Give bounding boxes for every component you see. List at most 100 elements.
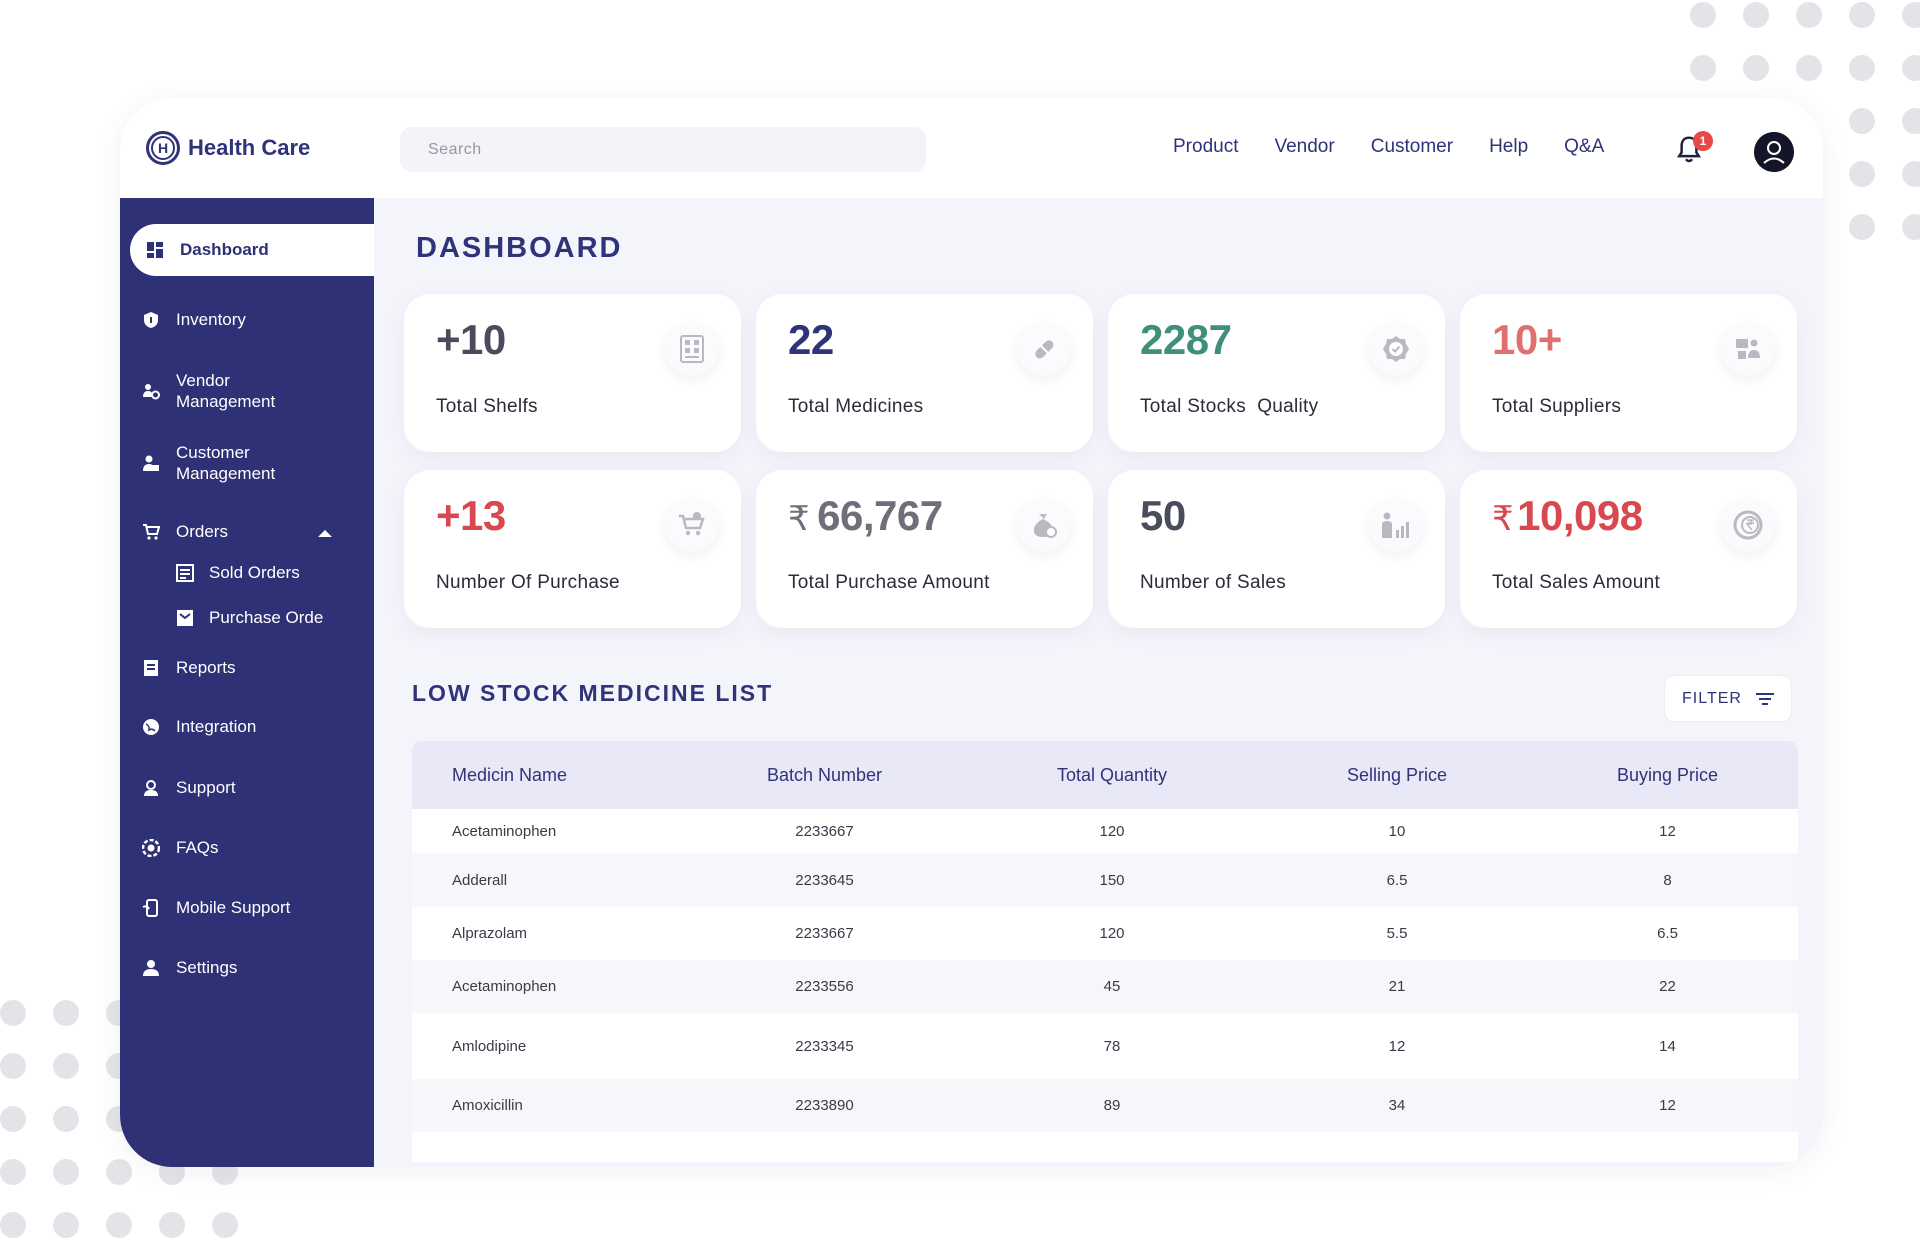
column-header-batch-number[interactable]: Batch Number [766,764,883,785]
cell-medicine-name: Adderall [452,871,508,889]
top-nav: Product Vendor Customer Help Q&A [1173,136,1604,158]
stat-card-total-suppliers[interactable]: 10+ Total Suppliers [1460,294,1797,452]
notification-badge: 1 [1693,131,1713,151]
nav-product[interactable]: Product [1173,136,1239,157]
filter-button[interactable]: FILTER [1664,675,1792,722]
table-row[interactable]: Amoxicillin 2233890 89 34 12 [412,1079,1798,1132]
cart-icon [665,498,719,552]
money-bag-icon [1017,498,1071,552]
cell-medicine-name: Acetaminophen [452,822,557,840]
stat-label: Total Suppliers [1492,396,1622,417]
stat-card-number-of-sales[interactable]: 50 Number of Sales [1108,470,1445,628]
nav-qa[interactable]: Q&A [1564,136,1605,157]
sidebar-item-label: Purchase Orde [209,608,324,627]
nav-vendor[interactable]: Vendor [1274,136,1335,157]
cell-total-quantity: 78 [1103,1037,1121,1055]
stat-label: Total Shelfs [436,396,538,417]
low-stock-table: Medicin Name Batch Number Total Quantity… [412,741,1798,1162]
table-row[interactable]: Acetaminophen 2233667 120 10 12 [412,809,1798,853]
stat-card-total-medicines[interactable]: 22 Total Medicines [756,294,1093,452]
cell-batch-number: 2233556 [795,978,854,995]
sidebar-item-label: Sold Orders [209,563,300,582]
cell-buying-price: 12 [1659,1097,1676,1114]
column-header-buying-price[interactable]: Buying Price [1616,764,1719,785]
sidebar-item-label: Orders [176,522,228,541]
table-row[interactable]: Adderall 2233645 150 6.5 8 [412,853,1798,907]
nav-help[interactable]: Help [1489,136,1529,157]
globe-icon [143,718,159,735]
sidebar-item-support[interactable]: Support [142,777,236,798]
stat-card-total-sales-amount[interactable]: ₹10,098 Total Sales Amount [1460,470,1797,628]
cell-batch-number: 2233667 [795,822,854,840]
sidebar-item-label: Dashboard [180,240,269,259]
support-agent-icon [144,779,158,796]
cell-batch-number: 2233345 [795,1037,854,1055]
pill-icon [1017,322,1071,376]
table-row[interactable]: Amlodipine 2233345 78 12 14 [412,1013,1798,1079]
settings-user-icon [143,959,159,976]
nav-customer[interactable]: Customer [1370,136,1454,157]
chevron-up-icon[interactable] [318,530,332,537]
filter-label: FILTER [1682,689,1742,707]
vendor-gear-icon [143,384,160,400]
stat-amount: 66,767 [817,492,943,539]
cell-selling-price: 21 [1388,978,1406,995]
cell-medicine-name: Acetaminophen [452,978,557,995]
cell-batch-number: 2233645 [795,871,854,889]
stat-value: +13 [436,492,506,539]
sidebar-item-label: Customer Management [176,443,276,483]
cell-batch-number: 2233667 [795,925,854,942]
search-input[interactable] [400,127,926,172]
top-bar: H Health Care Product Vendor Customer He… [120,98,1823,198]
stat-card-total-stocks-quality[interactable]: 2287 Total Stocks Quality [1108,294,1445,452]
sidebar: Dashboard Inventory Vendor Management Cu… [120,198,374,1167]
table-row[interactable]: Acetaminophen 2233556 45 21 22 [412,960,1798,1013]
stat-value: 10+ [1492,316,1562,363]
cell-buying-price: 22 [1659,978,1676,995]
dashboard-grid-icon [147,242,163,258]
sidebar-item-faqs[interactable]: FAQs [142,837,219,858]
stat-amount: 10,098 [1517,492,1643,539]
sidebar-item-orders[interactable]: Orders [142,521,228,542]
cell-buying-price: 6.5 [1657,925,1678,942]
sidebar-item-settings[interactable]: Settings [142,957,237,978]
cell-selling-price: 6.5 [1386,871,1408,889]
cell-total-quantity: 150 [1099,871,1125,889]
table-row-empty [412,1132,1798,1162]
stat-card-number-of-purchase[interactable]: +13 Number Of Purchase [404,470,741,628]
sidebar-item-label: Inventory [176,310,246,329]
stat-card-total-purchase-amount[interactable]: ₹66,767 Total Purchase Amount [756,470,1093,628]
column-header-medicine-name[interactable]: Medicin Name [452,764,568,785]
stat-value: ₹10,098 [1492,492,1643,540]
stat-label: Total Stocks Quality [1140,396,1319,417]
sidebar-item-vendor-management[interactable]: Vendor Management [142,370,275,412]
cell-selling-price: 34 [1388,1097,1406,1114]
brand-name: Health Care [188,135,311,160]
stat-label: Total Sales Amount [1492,572,1661,593]
main-content: DASHBOARD +10 Total Shelfs 22 Total Medi… [374,198,1823,1167]
table-row[interactable]: Alprazolam 2233667 120 5.5 6.5 [412,907,1798,960]
filter-icon [1755,692,1774,705]
sidebar-item-mobile-support[interactable]: Mobile Support [142,897,290,918]
stat-label: Number Of Purchase [436,572,620,593]
sidebar-item-customer-management[interactable]: Customer Management [142,442,275,484]
sidebar-subitem-purchase-orders[interactable]: Purchase Orde [175,608,323,628]
cell-buying-price: 8 [1663,871,1672,889]
sidebar-item-dashboard[interactable]: Dashboard [130,224,374,276]
brand-logo[interactable]: H Health Care [146,131,310,165]
cell-medicine-name: Alprazolam [452,925,528,942]
sidebar-item-reports[interactable]: Reports [142,657,236,678]
sidebar-item-label: Reports [176,658,236,677]
sidebar-subitem-sold-orders[interactable]: Sold Orders [175,563,300,583]
shield-icon [144,311,158,328]
user-avatar-icon[interactable] [1754,132,1794,172]
column-header-total-quantity[interactable]: Total Quantity [1056,764,1168,785]
stat-card-total-shelfs[interactable]: +10 Total Shelfs [404,294,741,452]
rupee-symbol: ₹ [788,500,810,538]
sidebar-item-integration[interactable]: Integration [142,716,256,737]
column-header-selling-price[interactable]: Selling Price [1346,764,1448,785]
sidebar-item-label: Vendor Management [176,371,276,411]
cell-medicine-name: Amoxicillin [452,1097,523,1114]
sidebar-item-inventory[interactable]: Inventory [142,309,246,330]
report-icon [144,659,158,676]
